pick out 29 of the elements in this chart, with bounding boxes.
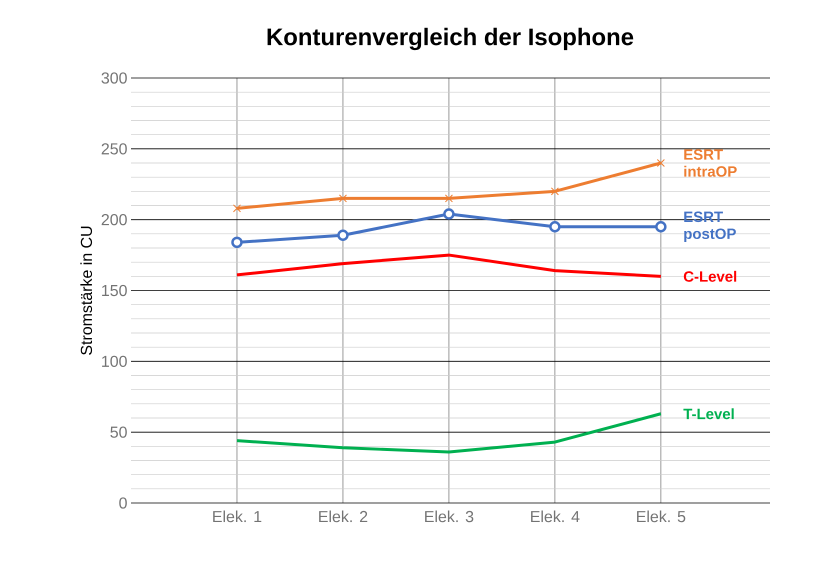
- y-tick-label: 300: [101, 72, 127, 84]
- point: [232, 204, 241, 212]
- series-label: T-Level: [683, 408, 734, 420]
- line-series: [235, 254, 662, 278]
- point: [337, 230, 349, 241]
- y-tick-label: 50: [110, 426, 127, 438]
- x-tick-label: Elek. 3: [425, 510, 474, 522]
- y-tick-label: 250: [102, 143, 127, 154]
- point: [443, 208, 455, 220]
- y-tick-label: 200: [102, 214, 127, 226]
- point: [550, 187, 559, 196]
- x-tick-label: Elek. 1: [213, 510, 262, 522]
- y-axis-title: Stromstärke in CU: [80, 226, 92, 355]
- point: [549, 221, 561, 232]
- y-tick-label: 150: [102, 284, 127, 296]
- point: [231, 236, 243, 248]
- y-tick-label: 100: [102, 356, 127, 367]
- chart-title: Konturenvergleich der Isophone: [268, 28, 634, 50]
- point: [655, 221, 667, 232]
- x-tick-label: Elek. 4: [531, 510, 580, 522]
- point: [444, 194, 453, 202]
- y-tick-label: 0: [119, 497, 127, 509]
- series-label: ESRT intraOP: [684, 149, 737, 177]
- point: [656, 158, 665, 168]
- x-tick-label: Elek. 5: [637, 510, 686, 522]
- x-tick-label: Elek. 2: [319, 510, 368, 522]
- line-series: [235, 412, 662, 454]
- series-label: C-Level: [684, 270, 736, 282]
- point: [338, 194, 347, 202]
